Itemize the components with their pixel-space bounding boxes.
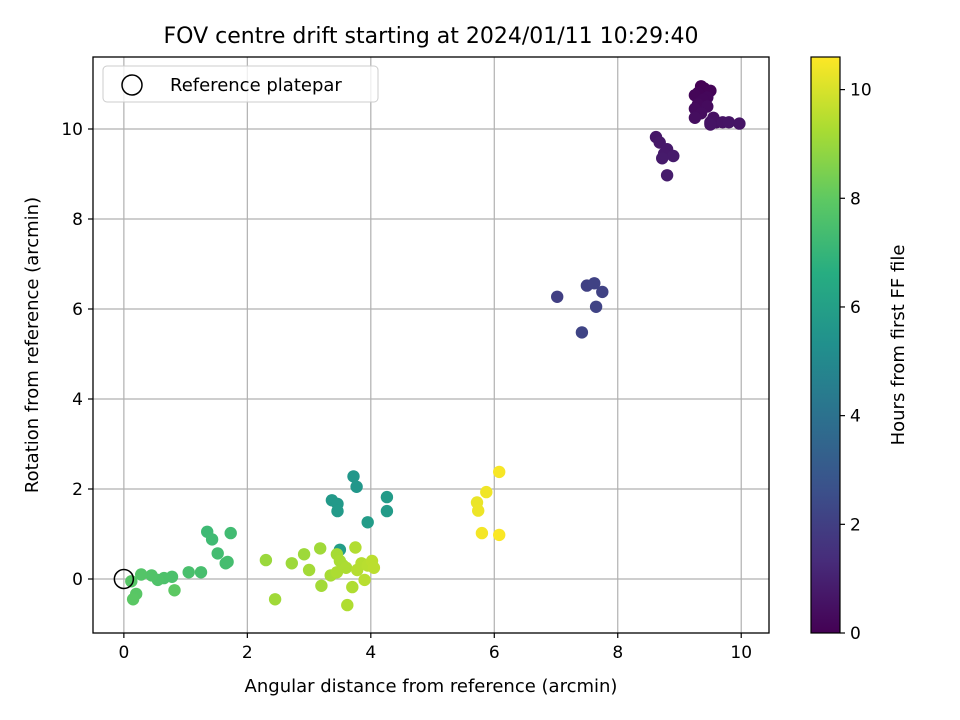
data-point [221, 555, 234, 569]
legend-box [102, 65, 379, 103]
data-point [145, 569, 158, 582]
data-point [341, 598, 354, 612]
data-points [113, 80, 746, 612]
x-tick-label: 6 [489, 643, 500, 663]
colorbar-tick-label: 2 [850, 515, 861, 535]
data-point [194, 566, 208, 579]
data-point [259, 553, 273, 567]
reference-platepar-marker [113, 568, 135, 590]
data-point [596, 285, 609, 299]
data-point [314, 542, 327, 555]
data-point [588, 277, 601, 290]
data-point [331, 504, 344, 518]
data-point [656, 152, 669, 165]
legend-label-reference: Reference platepar [170, 75, 342, 96]
data-point [733, 117, 746, 130]
colorbar-tick-label: 4 [850, 407, 861, 427]
legend-marker-reference [121, 74, 143, 96]
data-point [480, 485, 493, 499]
data-point [285, 557, 298, 570]
y-tick-label: 10 [61, 120, 83, 140]
data-point [125, 575, 138, 588]
data-point [330, 566, 344, 579]
data-point [224, 526, 237, 540]
colorbar-tick-label: 6 [850, 298, 861, 318]
colorbar-tick-label: 10 [850, 81, 872, 101]
data-point [205, 533, 219, 546]
y-tick-label: 0 [72, 570, 83, 590]
data-point [268, 593, 282, 606]
data-point [472, 504, 485, 517]
data-point [722, 116, 736, 129]
data-point [126, 593, 140, 606]
plot-frame [92, 56, 770, 634]
chart-title: FOV centre drift starting at 2024/01/11 … [164, 24, 699, 49]
colorbar-label: Hours from first FF file [888, 245, 909, 446]
data-point [361, 516, 374, 529]
data-point [493, 465, 506, 479]
data-point [339, 561, 353, 574]
data-point [380, 504, 394, 518]
colorbar [810, 56, 841, 634]
data-point [302, 563, 316, 577]
y-tick-label: 4 [72, 390, 83, 410]
y-axis-label: Rotation from reference (arcmin) [22, 197, 43, 493]
y-tick-label: 2 [72, 480, 83, 500]
data-point [168, 584, 181, 597]
data-point [347, 470, 360, 483]
data-point [135, 568, 148, 581]
data-point [211, 547, 224, 560]
y-axis-ticks: 0 2 4 6 8 10 [61, 120, 93, 590]
y-tick-label: 6 [72, 300, 83, 320]
legend: Reference platepar [102, 65, 379, 103]
data-point [367, 561, 381, 574]
data-point [475, 526, 489, 540]
colorbar-tick-label: 8 [850, 189, 861, 209]
y-tick-label: 8 [72, 210, 83, 230]
data-point [297, 548, 311, 561]
data-point [380, 490, 394, 504]
x-tick-label: 10 [730, 643, 752, 663]
data-point [688, 111, 702, 125]
data-point [493, 528, 506, 542]
data-point [358, 573, 371, 587]
data-point [349, 541, 362, 554]
x-axis-ticks: 0 2 4 6 8 10 [118, 633, 752, 663]
data-point [667, 149, 680, 163]
x-tick-label: 2 [242, 643, 253, 663]
data-point [704, 118, 717, 131]
data-point [346, 580, 359, 594]
data-point [182, 566, 195, 579]
colorbar-tick-label: 0 [850, 624, 861, 644]
colorbar-ticks: 0 2 4 6 8 10 [840, 81, 872, 644]
data-point [551, 290, 564, 303]
data-point [350, 480, 363, 493]
data-point [589, 300, 603, 313]
x-axis-label: Angular distance from reference (arcmin) [245, 676, 618, 697]
grid [93, 57, 769, 633]
data-point [315, 579, 328, 592]
data-point [575, 326, 589, 339]
data-point [660, 169, 674, 182]
x-tick-label: 8 [612, 643, 623, 663]
x-tick-label: 0 [118, 643, 129, 663]
x-tick-label: 4 [365, 643, 376, 663]
